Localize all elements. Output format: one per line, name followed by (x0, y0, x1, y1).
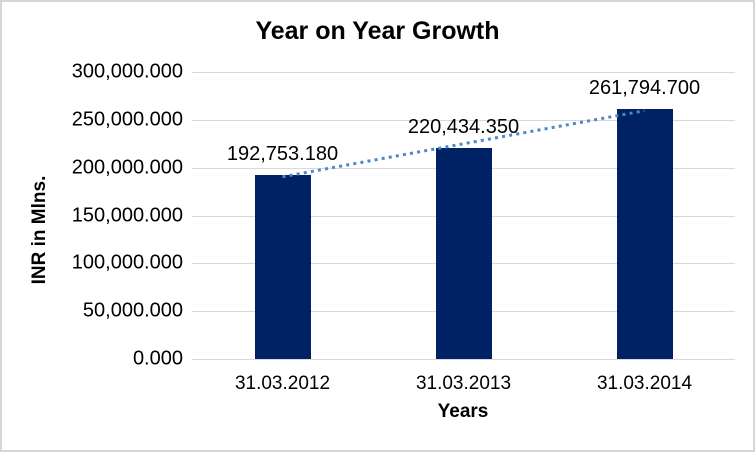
bar-31.03.2014 (616, 108, 673, 359)
y-tick-label: 250,000.000 (71, 108, 183, 131)
chart-title: Year on Year Growth (255, 17, 500, 45)
x-category-label: 31.03.2012 (234, 373, 331, 394)
bar-value-label: 261,794.700 (588, 76, 701, 99)
bar-value-label: 192,753.180 (226, 142, 339, 165)
x-axis-title: Years (437, 401, 489, 422)
bar-value-label: 220,434.350 (407, 116, 520, 139)
x-category-label: 31.03.2014 (596, 373, 693, 394)
y-axis-title: INR in Mlns. (29, 175, 50, 285)
y-tick-label: 300,000.000 (71, 60, 183, 83)
plot-area: 192,753.180 220,434.350 261,794.700 (192, 72, 735, 360)
gridline (192, 119, 735, 121)
y-tick-label: 150,000.000 (71, 204, 183, 226)
gridline (192, 72, 735, 73)
y-tick-label: 200,000.000 (71, 156, 183, 179)
y-tick-label: 0.000 (132, 347, 183, 370)
y-tick-label: 50,000.000 (82, 299, 183, 322)
y-tick-label: 100,000.000 (71, 251, 183, 274)
gridline (192, 359, 735, 360)
x-category-label: 31.03.2013 (415, 373, 512, 394)
bar-31.03.2012 (254, 174, 311, 359)
trendline (282, 109, 645, 179)
bar-31.03.2013 (435, 148, 492, 359)
